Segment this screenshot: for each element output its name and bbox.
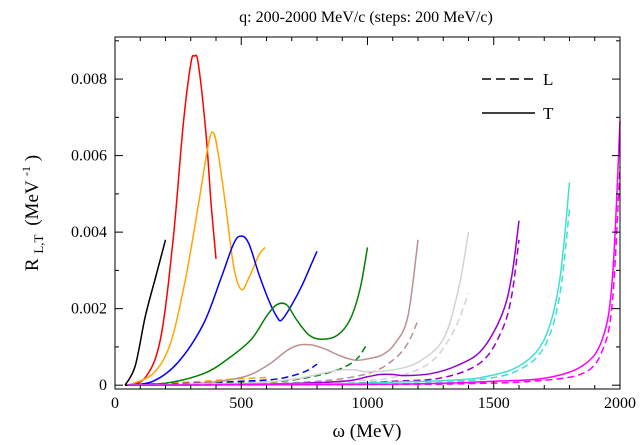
ticks-layer: 0 500 1000 1500 2000 0 0.002 0.004 0.006 0.008 xyxy=(71,37,636,412)
series-q1200-t-line xyxy=(127,239,419,386)
legend: L T xyxy=(482,70,554,123)
y-tick-label: 0.004 xyxy=(71,224,107,241)
legend-label-l: L xyxy=(543,70,553,89)
x-tick-label: 1000 xyxy=(352,395,384,412)
y-axis-title-unit: (MeV xyxy=(22,180,43,226)
series-q200-t-line xyxy=(124,239,167,386)
plot-frame xyxy=(114,36,621,390)
x-axis-title: ω (MeV) xyxy=(333,421,402,442)
series-q2000-t-line xyxy=(127,121,621,386)
legend-label-t: T xyxy=(543,104,554,123)
x-tick-label: 0 xyxy=(111,395,119,412)
x-tick-label: 1500 xyxy=(478,395,510,412)
chart-title: q: 200-2000 MeV/c (steps: 200 MeV/c) xyxy=(239,9,493,26)
series-q1400-l-line xyxy=(127,293,470,386)
x-tick-label: 500 xyxy=(229,395,253,412)
x-tick-label: 2000 xyxy=(604,395,636,412)
svg-text:R L,T (MeV -: R L,T (MeV -1 ) xyxy=(14,155,48,271)
y-axis-title-exp: -1 xyxy=(19,166,33,176)
y-tick-label: 0.002 xyxy=(71,301,107,318)
series-q800-t-line xyxy=(127,235,318,386)
series-q1600-l-line xyxy=(127,239,520,386)
y-tick-label: 0.006 xyxy=(71,148,107,165)
series-q600-t-line xyxy=(127,131,266,386)
series-q1400-t-line xyxy=(127,231,470,386)
series-q2000-l-line xyxy=(127,167,621,386)
series-q1000-l-line xyxy=(127,342,369,386)
y-axis-title-sub: L,T xyxy=(31,234,46,253)
y-axis-title-main: R xyxy=(22,258,43,271)
y-axis-title: R L,T (MeV -1 ) xyxy=(14,155,48,271)
y-axis-title-close: ) xyxy=(22,155,43,161)
y-tick-label: 0 xyxy=(99,377,107,394)
series-q1600-t-line xyxy=(127,220,520,386)
series-q1000-t-line xyxy=(127,247,369,386)
series-layer xyxy=(124,54,621,386)
series-q600-l-line xyxy=(127,376,267,386)
series-q1800-t-line xyxy=(127,182,571,386)
series-q800-l-line xyxy=(127,363,318,386)
y-tick-label: 0.008 xyxy=(71,71,107,88)
